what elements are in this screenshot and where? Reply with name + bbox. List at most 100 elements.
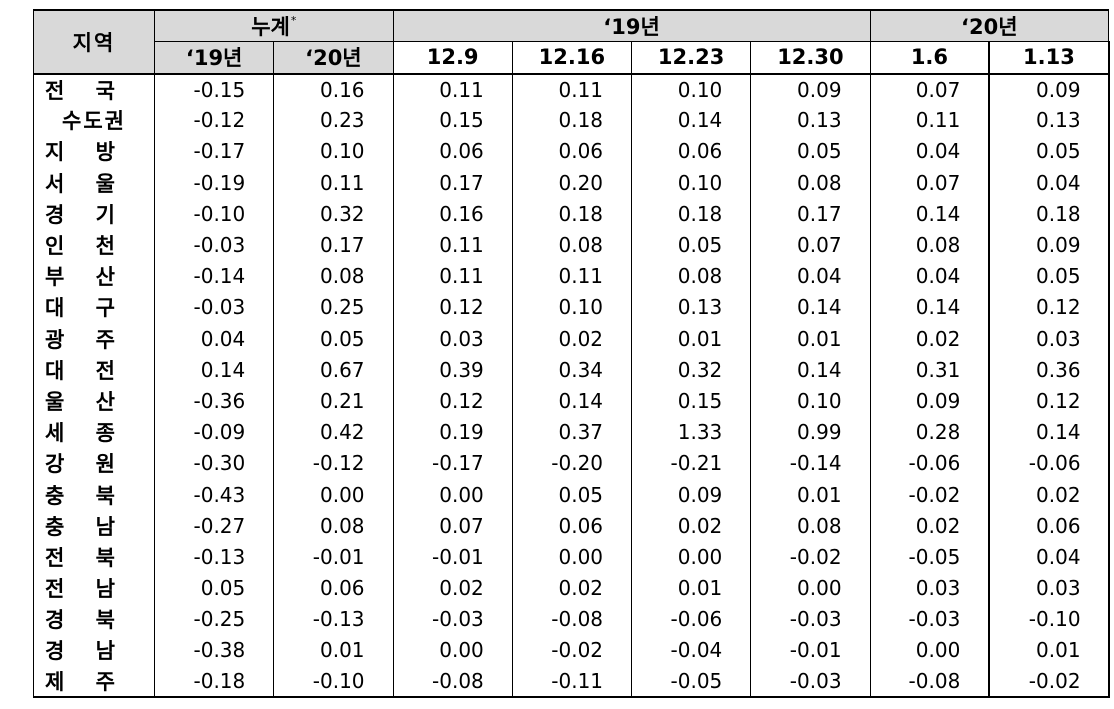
value-cell: 0.02 (511, 572, 633, 604)
value-cell: 0.99 (750, 416, 871, 448)
region-char: 주 (95, 670, 117, 695)
value-cell: 0.18 (631, 198, 752, 230)
region-char: 산 (95, 265, 117, 290)
value-cell: 0.01 (631, 572, 752, 604)
region-char: 방 (95, 140, 117, 165)
region-char: 충 (45, 483, 67, 508)
value-cell: 0.13 (631, 291, 752, 323)
value-cell: 0.19 (392, 416, 513, 448)
value-cell: 0.05 (750, 135, 871, 168)
value-cell: 0.18 (511, 104, 633, 136)
value-cell: 0.04 (750, 260, 871, 292)
value-cell: -0.25 (153, 603, 275, 635)
value-cell: 0.10 (750, 385, 871, 417)
table-row: 울 산 -0.36 0.21 0.12 0.14 0.15 0.10 0.09 0.12 (33, 385, 1110, 417)
value-cell: 1.33 (631, 416, 752, 448)
value-cell: 0.02 (869, 323, 990, 355)
value-cell: 0.32 (273, 198, 394, 230)
value-cell: 0.03 (988, 572, 1110, 604)
value-cell: -0.19 (153, 167, 275, 199)
header-row-groups: 지역 누계* ‘19년 ‘20년 (33, 9, 1110, 75)
region-char: 남 (95, 514, 117, 539)
value-cell: 0.00 (273, 478, 394, 511)
value-cell: -0.13 (273, 603, 394, 635)
value-cell: -0.10 (153, 198, 275, 230)
value-cell: 0.04 (988, 541, 1110, 573)
value-cell: 0.11 (869, 104, 990, 136)
group-header-cumulative: 누계* (154, 9, 394, 42)
value-cell: 0.05 (988, 260, 1110, 292)
group-header-2019: ‘19년 (392, 9, 871, 42)
region-char: 천 (95, 234, 117, 259)
value-cell: -0.15 (153, 73, 275, 105)
value-cell: 0.11 (511, 260, 633, 292)
value-cell: 0.37 (511, 416, 633, 448)
value-cell: -0.43 (153, 478, 275, 511)
value-cell: -0.12 (273, 447, 394, 479)
value-cell: 0.28 (869, 416, 990, 448)
value-cell: 0.08 (750, 167, 871, 199)
value-cell: 0.12 (392, 385, 513, 417)
value-cell: 0.14 (511, 385, 633, 417)
value-cell: 0.14 (869, 198, 990, 230)
region-char: 대 (45, 296, 67, 321)
value-cell: 0.16 (392, 198, 513, 230)
value-cell: 0.36 (988, 354, 1110, 386)
region-char: 부 (45, 265, 67, 290)
column-header: 12.23 (631, 41, 752, 75)
value-cell: -0.08 (392, 666, 513, 699)
value-cell: 0.01 (631, 323, 752, 355)
table-row: 강 원 -0.30 -0.12 -0.17 -0.20 -0.21 -0.14 -0.06 -0.… (33, 447, 1110, 479)
region-char: 강 (45, 452, 67, 477)
value-cell: 0.08 (273, 260, 394, 292)
value-cell: -0.05 (869, 541, 990, 573)
value-cell: 0.09 (631, 478, 752, 511)
column-header: 12.9 (392, 41, 513, 75)
value-cell: 0.12 (988, 291, 1110, 323)
value-cell: -0.06 (631, 603, 752, 635)
column-header: 12.16 (511, 41, 633, 75)
region-char: 전 (45, 577, 67, 602)
region-char: 주 (95, 327, 117, 352)
region-char: 남 (95, 639, 117, 664)
region-char: 종 (95, 421, 117, 446)
value-cell: 0.06 (511, 510, 633, 542)
region-char: 경 (45, 639, 67, 664)
value-cell: 0.05 (511, 478, 633, 511)
value-cell: 0.06 (392, 135, 513, 168)
value-cell: -0.18 (153, 666, 275, 699)
region-char: 지 (45, 140, 67, 165)
value-cell: -0.17 (392, 447, 513, 479)
value-cell: -0.38 (153, 634, 275, 667)
value-cell: 0.03 (392, 323, 513, 355)
value-cell: -0.14 (153, 260, 275, 292)
value-cell: -0.02 (750, 541, 871, 573)
value-cell: 0.15 (631, 385, 752, 417)
value-cell: 0.00 (750, 572, 871, 604)
value-cell: 0.02 (511, 323, 633, 355)
value-cell: 0.05 (273, 323, 394, 355)
table-row: 서 울 -0.19 0.11 0.17 0.20 0.10 0.08 0.07 0.04 (33, 167, 1110, 199)
table-row: 충 남 -0.27 0.08 0.07 0.06 0.02 0.08 0.02 0.06 (33, 510, 1110, 542)
value-cell: 0.06 (631, 135, 752, 168)
value-cell: 0.39 (392, 354, 513, 386)
header-row-columns: ‘19년 ‘20년 12.9 12.16 12.23 12.30 1.6 1.1… (34, 41, 1110, 75)
value-cell: 0.01 (750, 323, 871, 355)
